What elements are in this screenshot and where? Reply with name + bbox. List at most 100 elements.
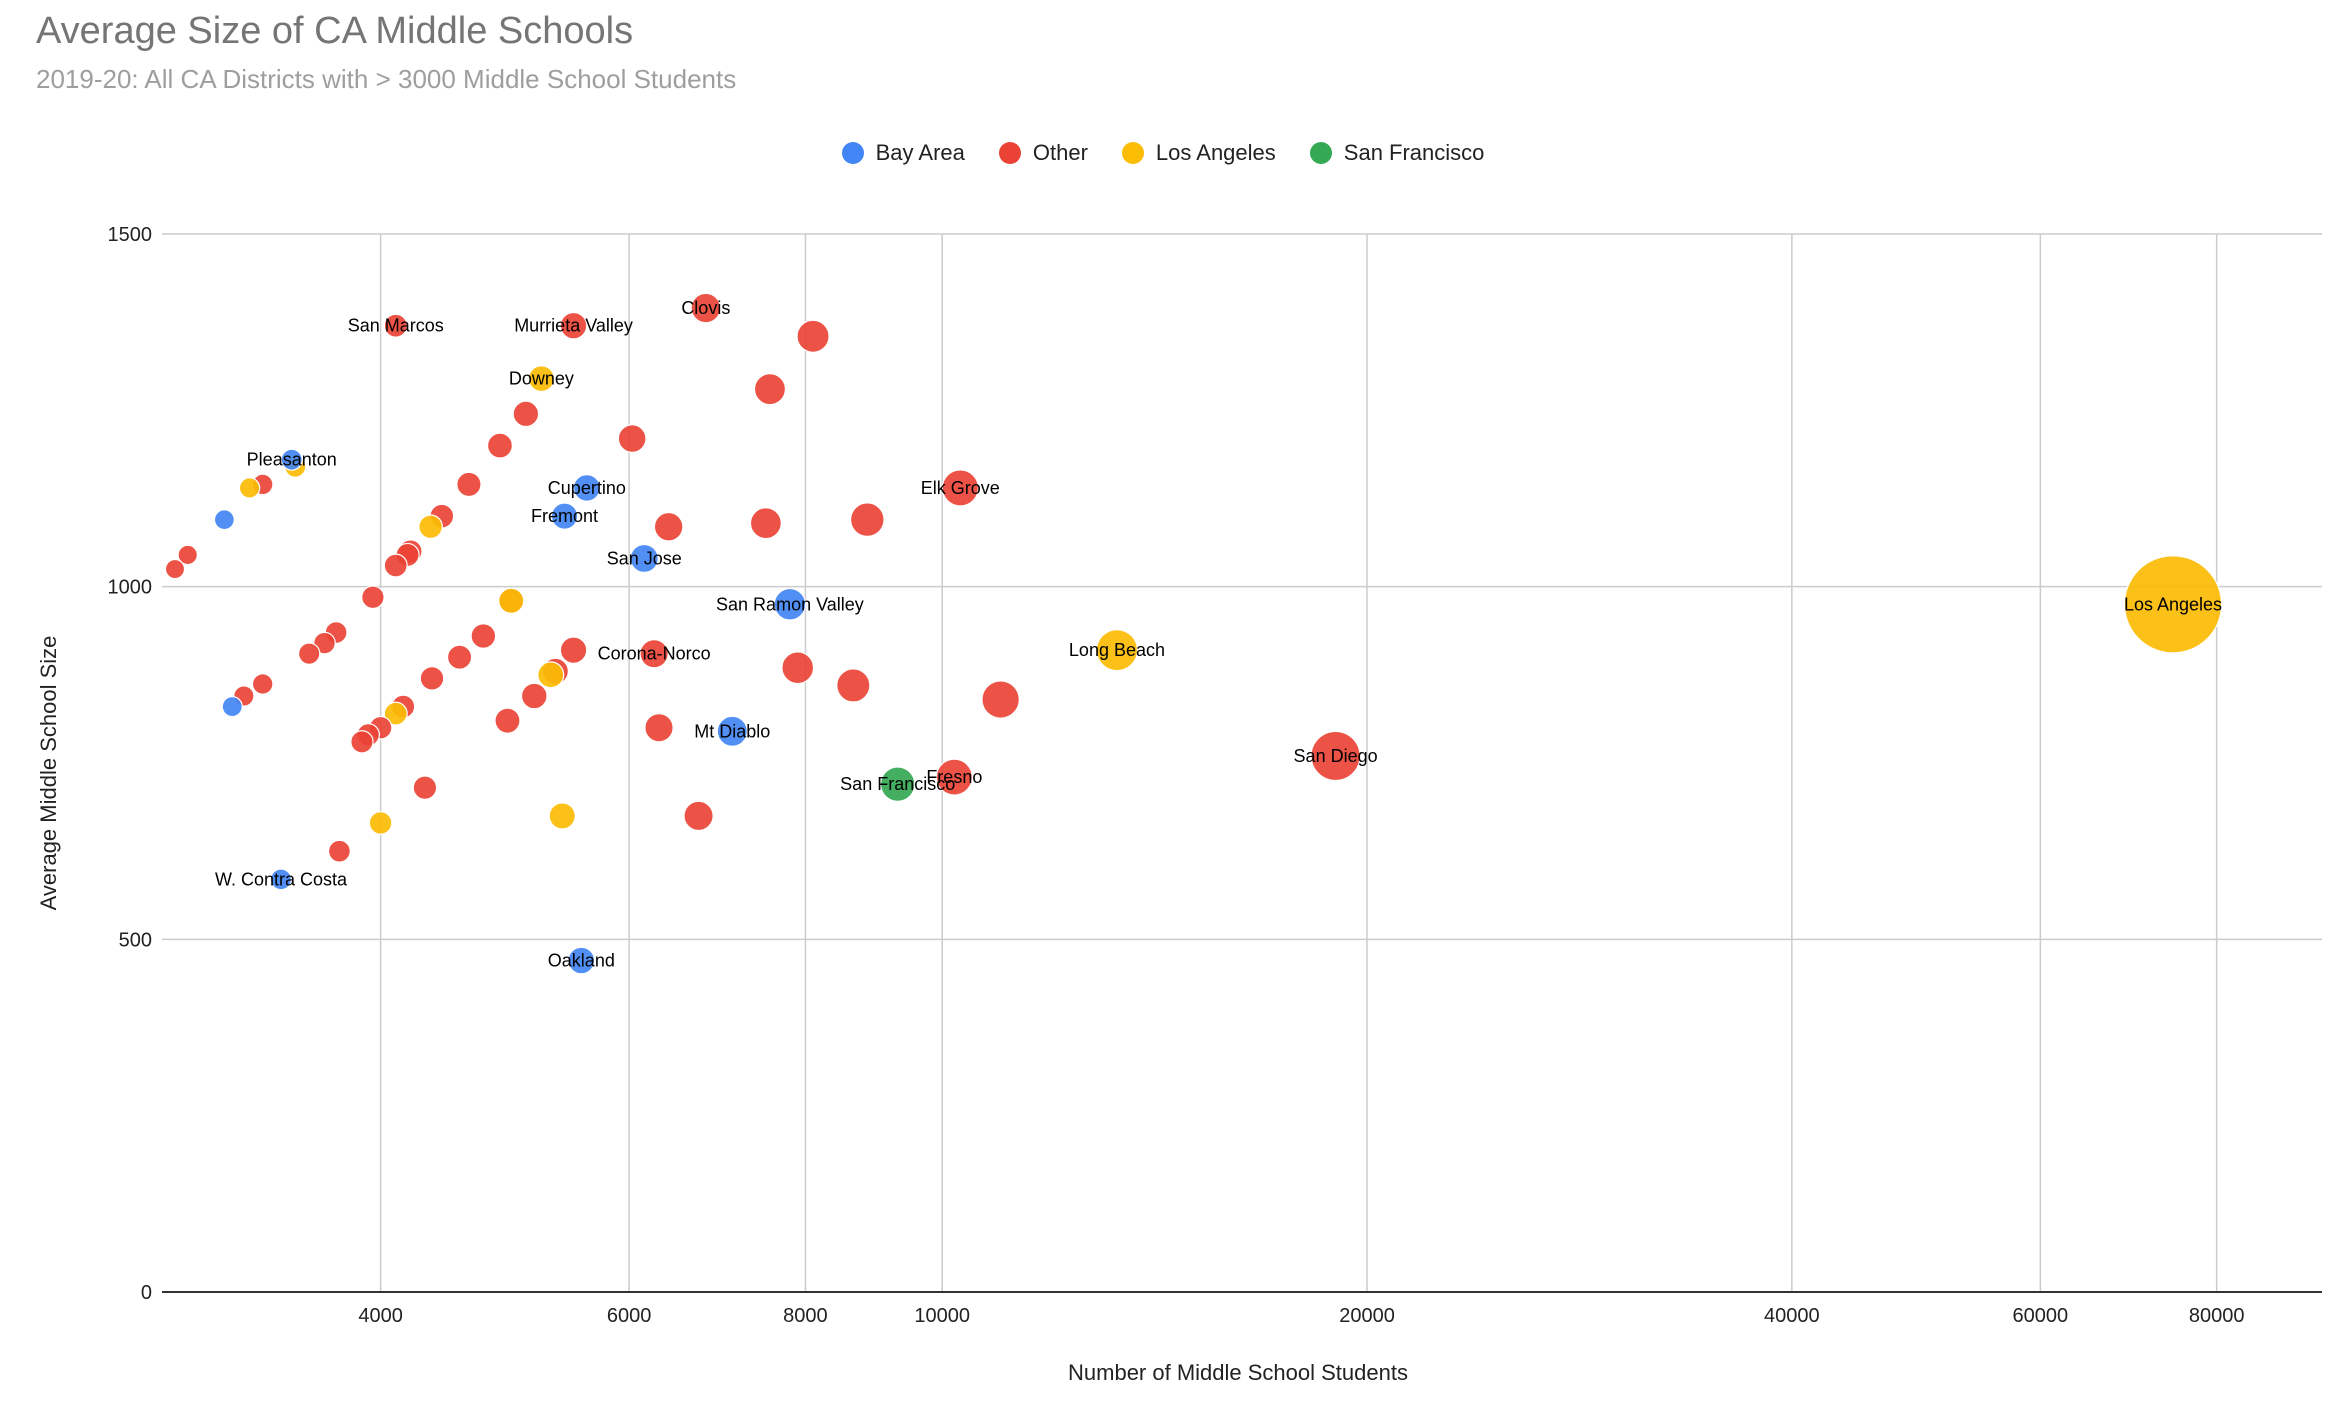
bubble-other[interactable] <box>446 644 473 670</box>
chart-subtitle: 2019-20: All CA Districts with > 3000 Mi… <box>36 64 737 94</box>
bubble-other[interactable] <box>486 432 513 459</box>
bubble-other[interactable] <box>350 730 374 754</box>
bubble-label: Clovis <box>681 298 730 318</box>
bubble-bay-area[interactable] <box>550 502 579 530</box>
bubble-other[interactable] <box>361 585 385 610</box>
bubble-other[interactable] <box>419 666 445 691</box>
bubble-other[interactable] <box>470 623 497 649</box>
bubble-other[interactable] <box>849 502 885 538</box>
bubble-bay-area[interactable] <box>270 868 292 891</box>
x-tick-label: 10000 <box>914 1305 970 1327</box>
bubble-los-angeles[interactable] <box>527 365 555 393</box>
bubble-bay-area[interactable] <box>629 543 659 574</box>
legend-swatch <box>1121 142 1144 164</box>
bubble-los-angeles[interactable] <box>537 661 565 689</box>
bubble-los-angeles[interactable] <box>238 477 261 499</box>
bubble-other[interactable] <box>781 651 815 685</box>
bubble-labels: Los Angeles San Diego Long Beach Elk Grove F… <box>215 298 2222 970</box>
bubble-label: Murrieta Valley <box>514 316 633 336</box>
bubble-other[interactable] <box>494 707 521 734</box>
bubble-other[interactable] <box>749 507 782 540</box>
bubble-other[interactable] <box>653 511 684 542</box>
bubble-other[interactable] <box>327 839 351 863</box>
bubble-bay-area[interactable] <box>280 448 303 471</box>
bubble-other[interactable] <box>164 558 186 580</box>
bubble-label: Cupertino <box>548 478 626 498</box>
bubble-other[interactable] <box>683 800 714 832</box>
bubble-label: Long Beach <box>1069 640 1165 660</box>
bubble-other[interactable] <box>512 400 540 428</box>
y-tick-label: 500 <box>119 929 152 951</box>
bubble-bay-area[interactable] <box>221 695 243 718</box>
x-axis-title: Number of Middle School Students <box>1068 1360 1408 1385</box>
legend-label: Bay Area <box>875 140 965 165</box>
bubble-label: San Ramon Valley <box>716 594 864 614</box>
bubble-los-angeles[interactable] <box>418 514 443 540</box>
y-axis-title: Average Middle School Size <box>36 636 61 911</box>
bubble-label: San Diego <box>1294 746 1378 766</box>
bubble-san-francisco[interactable] <box>879 766 916 802</box>
bubble-other[interactable] <box>383 553 408 578</box>
bubble-label: San Jose <box>607 548 682 568</box>
bubble-label: Los Angeles <box>2124 594 2222 614</box>
legend-label: Other <box>1032 140 1088 165</box>
legend-item-los-angeles[interactable]: Los Angeles <box>1121 140 1276 166</box>
bubble-other[interactable] <box>935 758 973 796</box>
bubble-other[interactable] <box>941 469 979 507</box>
legend-label: Los Angeles <box>1155 140 1276 165</box>
gridlines <box>162 233 2322 1292</box>
bubble-bay-area[interactable] <box>572 473 601 502</box>
legend-swatch <box>1309 142 1332 164</box>
bubble-other[interactable] <box>644 713 674 743</box>
bubble-label: Elk Grove <box>921 478 1000 498</box>
legend-item-other[interactable]: Other <box>998 140 1088 166</box>
bubble-los-angeles[interactable] <box>548 802 576 830</box>
bubble-other[interactable] <box>456 471 482 498</box>
bubble-bay-area[interactable] <box>716 715 748 747</box>
x-tick-label: 4000 <box>358 1305 403 1327</box>
y-tick-label: 1500 <box>108 224 153 246</box>
bubble-other[interactable] <box>617 424 647 453</box>
bubble-label: Fremont <box>531 506 598 526</box>
bubble-other[interactable] <box>559 636 588 664</box>
bubble-other[interactable] <box>639 639 669 669</box>
bubble-bay-area[interactable] <box>567 946 596 975</box>
bubble-other[interactable] <box>796 319 830 353</box>
bubble-label: Corona-Norco <box>598 644 711 664</box>
bubble-bay-area[interactable] <box>213 509 235 531</box>
bubbles <box>164 292 2223 975</box>
bubble-other[interactable] <box>383 313 408 338</box>
bubble-other[interactable] <box>559 311 588 340</box>
bubble-label: San Marcos <box>348 316 444 336</box>
bubble-other[interactable] <box>753 373 787 406</box>
legend-label: San Francisco <box>1343 140 1485 165</box>
legend-item-bay-area[interactable]: Bay Area <box>841 140 965 166</box>
bubble-label: Downey <box>509 369 574 389</box>
bubble-label: W. Contra Costa <box>215 869 348 889</box>
bubble-other[interactable] <box>297 642 321 665</box>
bubble-label: Fresno <box>926 767 982 787</box>
bubble-other[interactable] <box>520 682 548 710</box>
bubble-other[interactable] <box>836 668 871 703</box>
bubble-los-angeles[interactable] <box>1095 629 1139 672</box>
chart-title: Average Size of CA Middle Schools <box>36 10 634 52</box>
bubble-los-angeles[interactable] <box>498 587 525 614</box>
bubble-label: Oakland <box>548 950 615 970</box>
bubble-other[interactable] <box>412 775 438 800</box>
bubble-other[interactable] <box>1310 730 1361 782</box>
bubble-bay-area[interactable] <box>773 587 807 621</box>
axes: 0 500 1000 1500 4000 6000 8000 10000 20000 40000 6… <box>36 224 2322 1385</box>
y-tick-label: 0 <box>141 1282 152 1304</box>
bubble-other[interactable] <box>690 292 722 324</box>
bubble-other[interactable] <box>177 544 198 566</box>
x-tick-label: 40000 <box>1764 1305 1820 1327</box>
legend-item-san-francisco[interactable]: San Francisco <box>1309 140 1485 166</box>
bubble-label: Mt Diablo <box>694 721 770 741</box>
bubble-los-angeles[interactable] <box>383 701 408 726</box>
bubble-other[interactable] <box>251 673 274 695</box>
x-tick-label: 8000 <box>783 1305 828 1327</box>
bubble-los-angeles[interactable] <box>2123 555 2223 654</box>
bubble-other[interactable] <box>981 680 1020 719</box>
bubble-los-angeles[interactable] <box>368 811 393 835</box>
